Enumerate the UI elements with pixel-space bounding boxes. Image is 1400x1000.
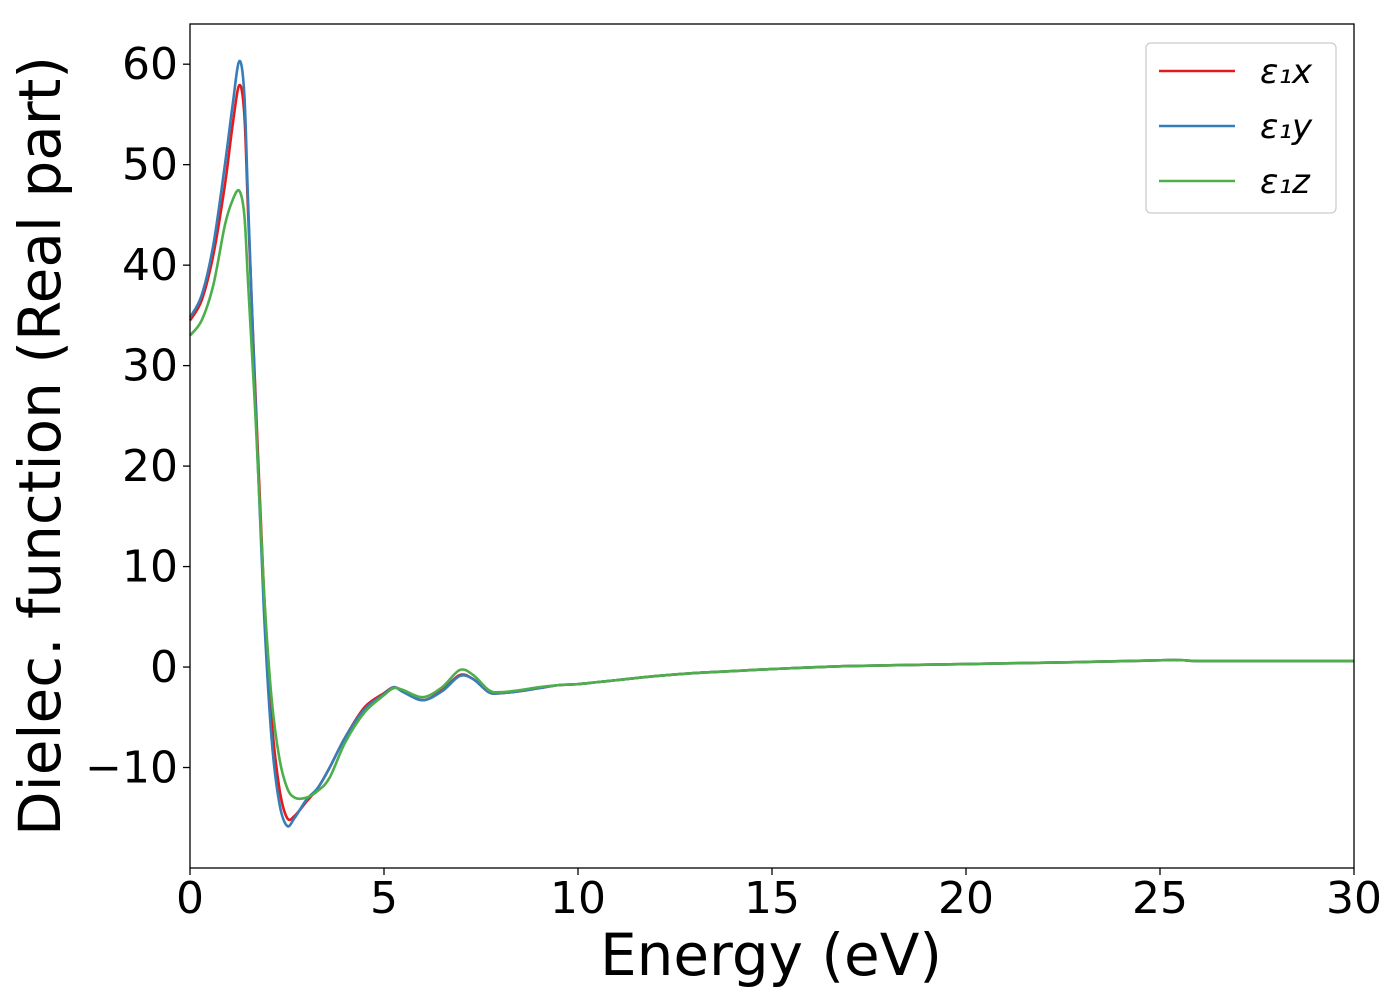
plot-area bbox=[188, 59, 1354, 828]
legend-label: ε₁x bbox=[1260, 52, 1313, 92]
y-tick-label: 0 bbox=[150, 642, 178, 693]
y-tick-label: 50 bbox=[122, 140, 178, 191]
y-axis: −10 0 10 20 30 40 50 60 bbox=[85, 39, 190, 794]
series-line-3 bbox=[188, 188, 1354, 801]
y-tick-label: 20 bbox=[122, 441, 178, 492]
y-tick-label: 30 bbox=[122, 341, 178, 392]
x-tick-label: 30 bbox=[1326, 873, 1382, 924]
legend: ε₁x ε₁y ε₁z bbox=[1145, 42, 1337, 214]
x-tick-label: 0 bbox=[176, 873, 204, 924]
y-tick-label: 60 bbox=[122, 39, 178, 90]
y-tick-label: 40 bbox=[122, 240, 178, 291]
x-axis-label: Energy (eV) bbox=[600, 921, 942, 989]
x-tick-label: 25 bbox=[1132, 873, 1188, 924]
x-axis: 0 5 10 15 20 25 30 bbox=[176, 868, 1382, 924]
y-axis-label: Dielec. function (Real part) bbox=[6, 56, 74, 836]
y-tick-label: −10 bbox=[85, 743, 178, 794]
x-tick-label: 15 bbox=[744, 873, 800, 924]
y-tick-label: 10 bbox=[122, 542, 178, 593]
x-tick-label: 10 bbox=[550, 873, 606, 924]
legend-label: ε₁z bbox=[1260, 162, 1311, 202]
x-tick-label: 5 bbox=[370, 873, 398, 924]
x-tick-label: 20 bbox=[938, 873, 994, 924]
legend-box bbox=[1145, 42, 1337, 214]
legend-label: ε₁y bbox=[1260, 107, 1313, 147]
